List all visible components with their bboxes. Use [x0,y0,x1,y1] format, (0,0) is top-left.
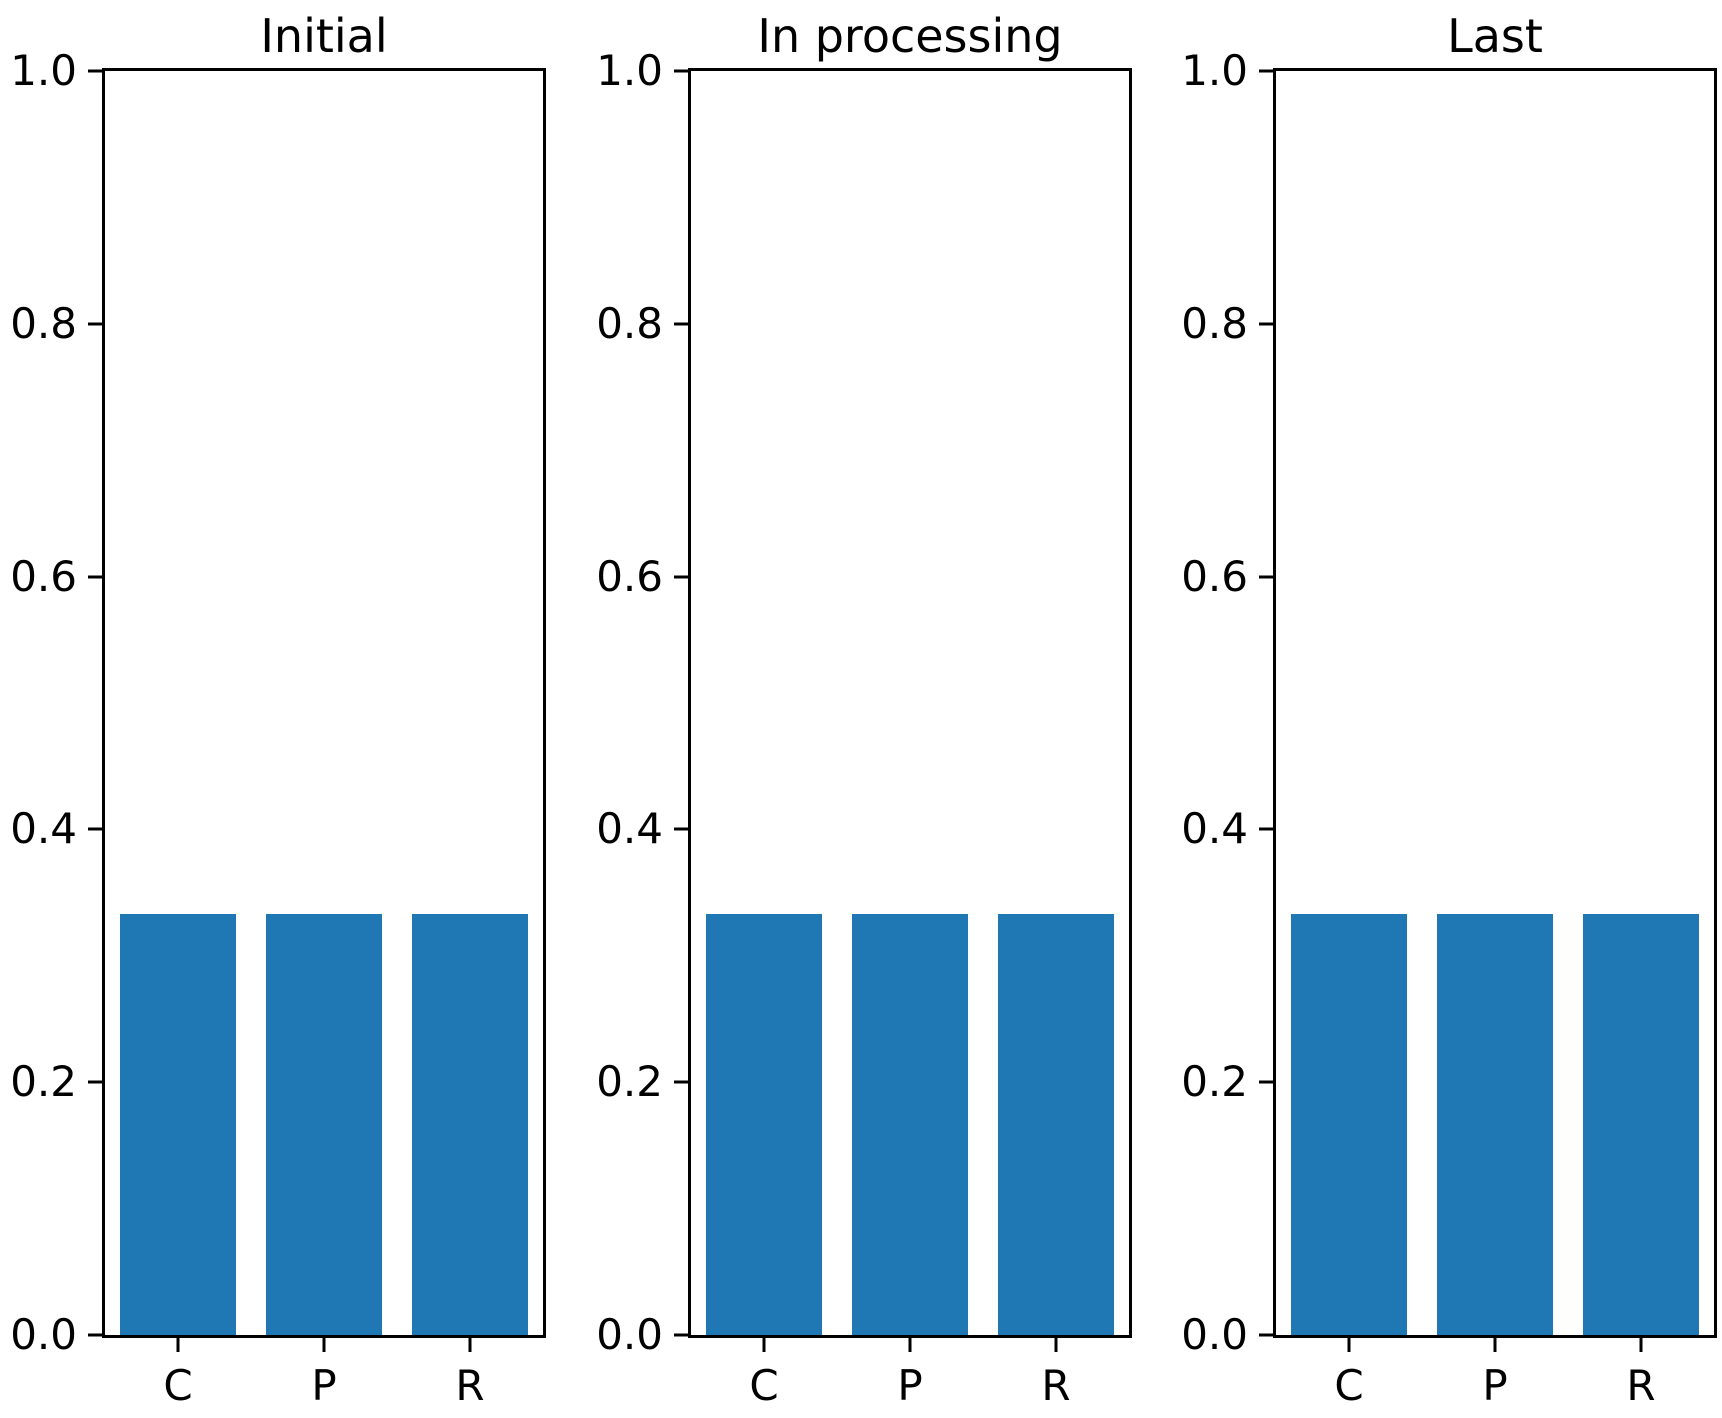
subplot-title: In processing [757,9,1063,63]
y-tick-mark [88,575,102,579]
y-tick-mark [1259,1080,1273,1084]
bar [265,914,383,1335]
subplot-title: Initial [260,9,388,63]
bar [997,914,1115,1335]
x-tick-label: R [1041,1361,1071,1410]
y-tick-label: 0.0 [596,1310,663,1359]
x-tick-mark [908,1338,912,1352]
y-tick-mark [88,1333,102,1337]
y-tick-mark [88,322,102,326]
x-tick-mark [322,1338,326,1352]
y-tick-mark [1259,69,1273,73]
x-tick-mark [468,1338,472,1352]
bar [119,914,237,1335]
y-tick-label: 0.8 [596,298,663,348]
y-tick-label: 0.2 [1181,1057,1248,1107]
x-tick-label: R [455,1361,485,1410]
x-tick-mark [1639,1338,1643,1352]
x-tick-mark [762,1338,766,1352]
y-tick-label: 0.6 [1181,551,1248,601]
x-tick-label: C [1334,1361,1364,1410]
y-tick-label: 0.8 [10,298,77,348]
y-tick-label: 0.4 [10,804,77,854]
y-tick-mark [1259,322,1273,326]
y-tick-mark [674,827,688,831]
y-tick-label: 0.4 [1181,804,1248,854]
y-tick-mark [674,69,688,73]
axes: Last 0.0 0.2 0.4 0.6 0.8 1.0 C P R [1181,13,1717,1407]
y-tick-label: 0.0 [1181,1310,1248,1359]
y-tick-label: 0.6 [10,551,77,601]
axes: Initial 0.0 0.2 0.4 0.6 0.8 1.0 C P R [10,13,546,1407]
bar [1582,914,1700,1335]
bar [1290,914,1408,1335]
x-tick-label: C [749,1361,779,1410]
y-tick-mark [1259,1333,1273,1337]
y-tick-label: 1.0 [596,46,663,95]
y-tick-mark [88,827,102,831]
x-tick-mark [1347,1338,1351,1352]
bar [411,914,529,1335]
y-tick-label: 0.8 [1181,298,1248,348]
x-tick-label: P [311,1361,337,1410]
y-tick-mark [1259,827,1273,831]
y-tick-mark [674,575,688,579]
bar [851,914,969,1335]
y-tick-label: 0.6 [596,551,663,601]
y-tick-mark [1259,575,1273,579]
x-tick-mark [1054,1338,1058,1352]
x-tick-mark [176,1338,180,1352]
y-tick-label: 0.4 [596,804,663,854]
y-tick-mark [674,322,688,326]
subplot-title: Last [1447,9,1543,63]
y-tick-label: 0.2 [596,1057,663,1107]
x-tick-label: R [1626,1361,1656,1410]
y-tick-mark [674,1080,688,1084]
axes: In processing 0.0 0.2 0.4 0.6 0.8 1.0 C P R [596,13,1132,1407]
y-tick-label: 0.2 [10,1057,77,1107]
y-tick-label: 1.0 [10,46,77,95]
bar [1436,914,1554,1335]
bar [705,914,823,1335]
x-tick-mark [1493,1338,1497,1352]
y-tick-mark [88,69,102,73]
y-tick-label: 0.0 [10,1310,77,1359]
y-tick-mark [88,1080,102,1084]
y-tick-mark [674,1333,688,1337]
x-tick-label: P [1482,1361,1508,1410]
y-tick-label: 1.0 [1181,46,1248,95]
x-tick-label: C [163,1361,193,1410]
x-tick-label: P [897,1361,923,1410]
